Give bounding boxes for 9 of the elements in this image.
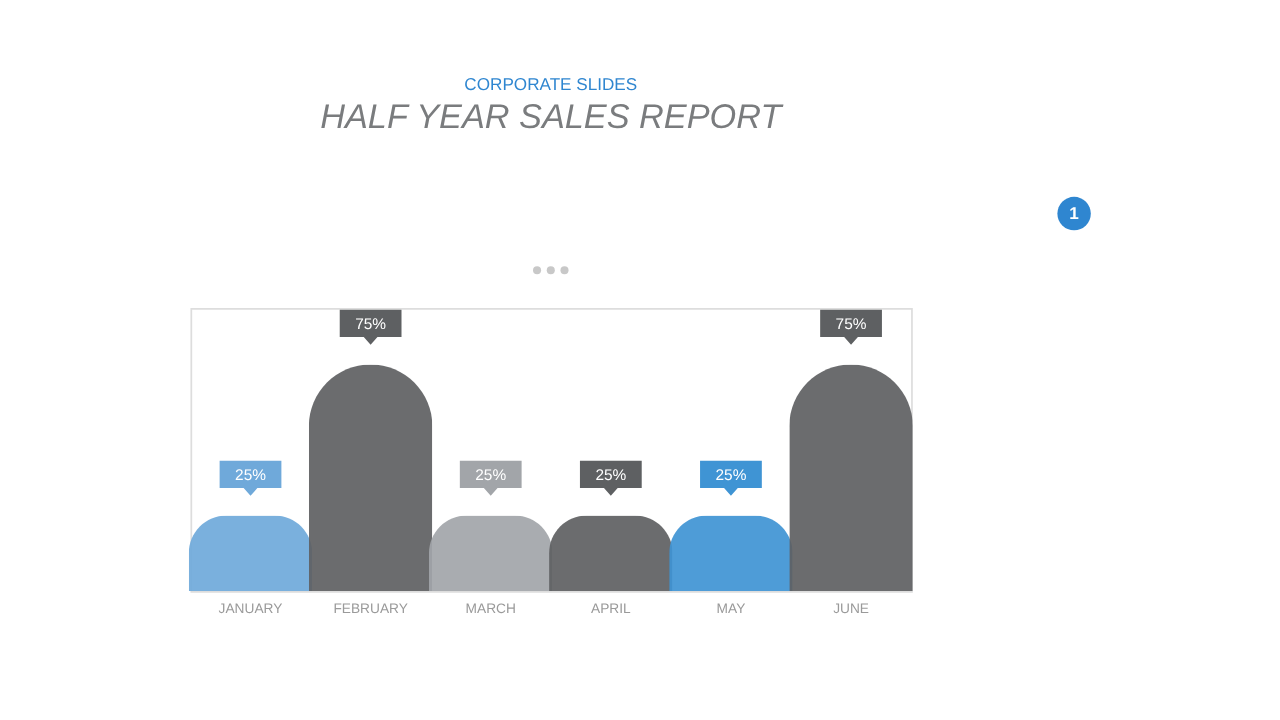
data-label: 25% bbox=[235, 465, 267, 484]
data-label: 25% bbox=[475, 465, 507, 484]
chart-subtitle: CORPORATE SLIDES bbox=[464, 74, 638, 95]
text: 1 bbox=[1069, 202, 1080, 223]
data-label: 25% bbox=[595, 465, 627, 484]
chart-title: HALF YEAR SALES REPORT bbox=[320, 96, 785, 137]
data-label: 25% bbox=[715, 465, 747, 484]
data-label: 75% bbox=[835, 314, 867, 333]
data-label: 75% bbox=[355, 314, 387, 333]
